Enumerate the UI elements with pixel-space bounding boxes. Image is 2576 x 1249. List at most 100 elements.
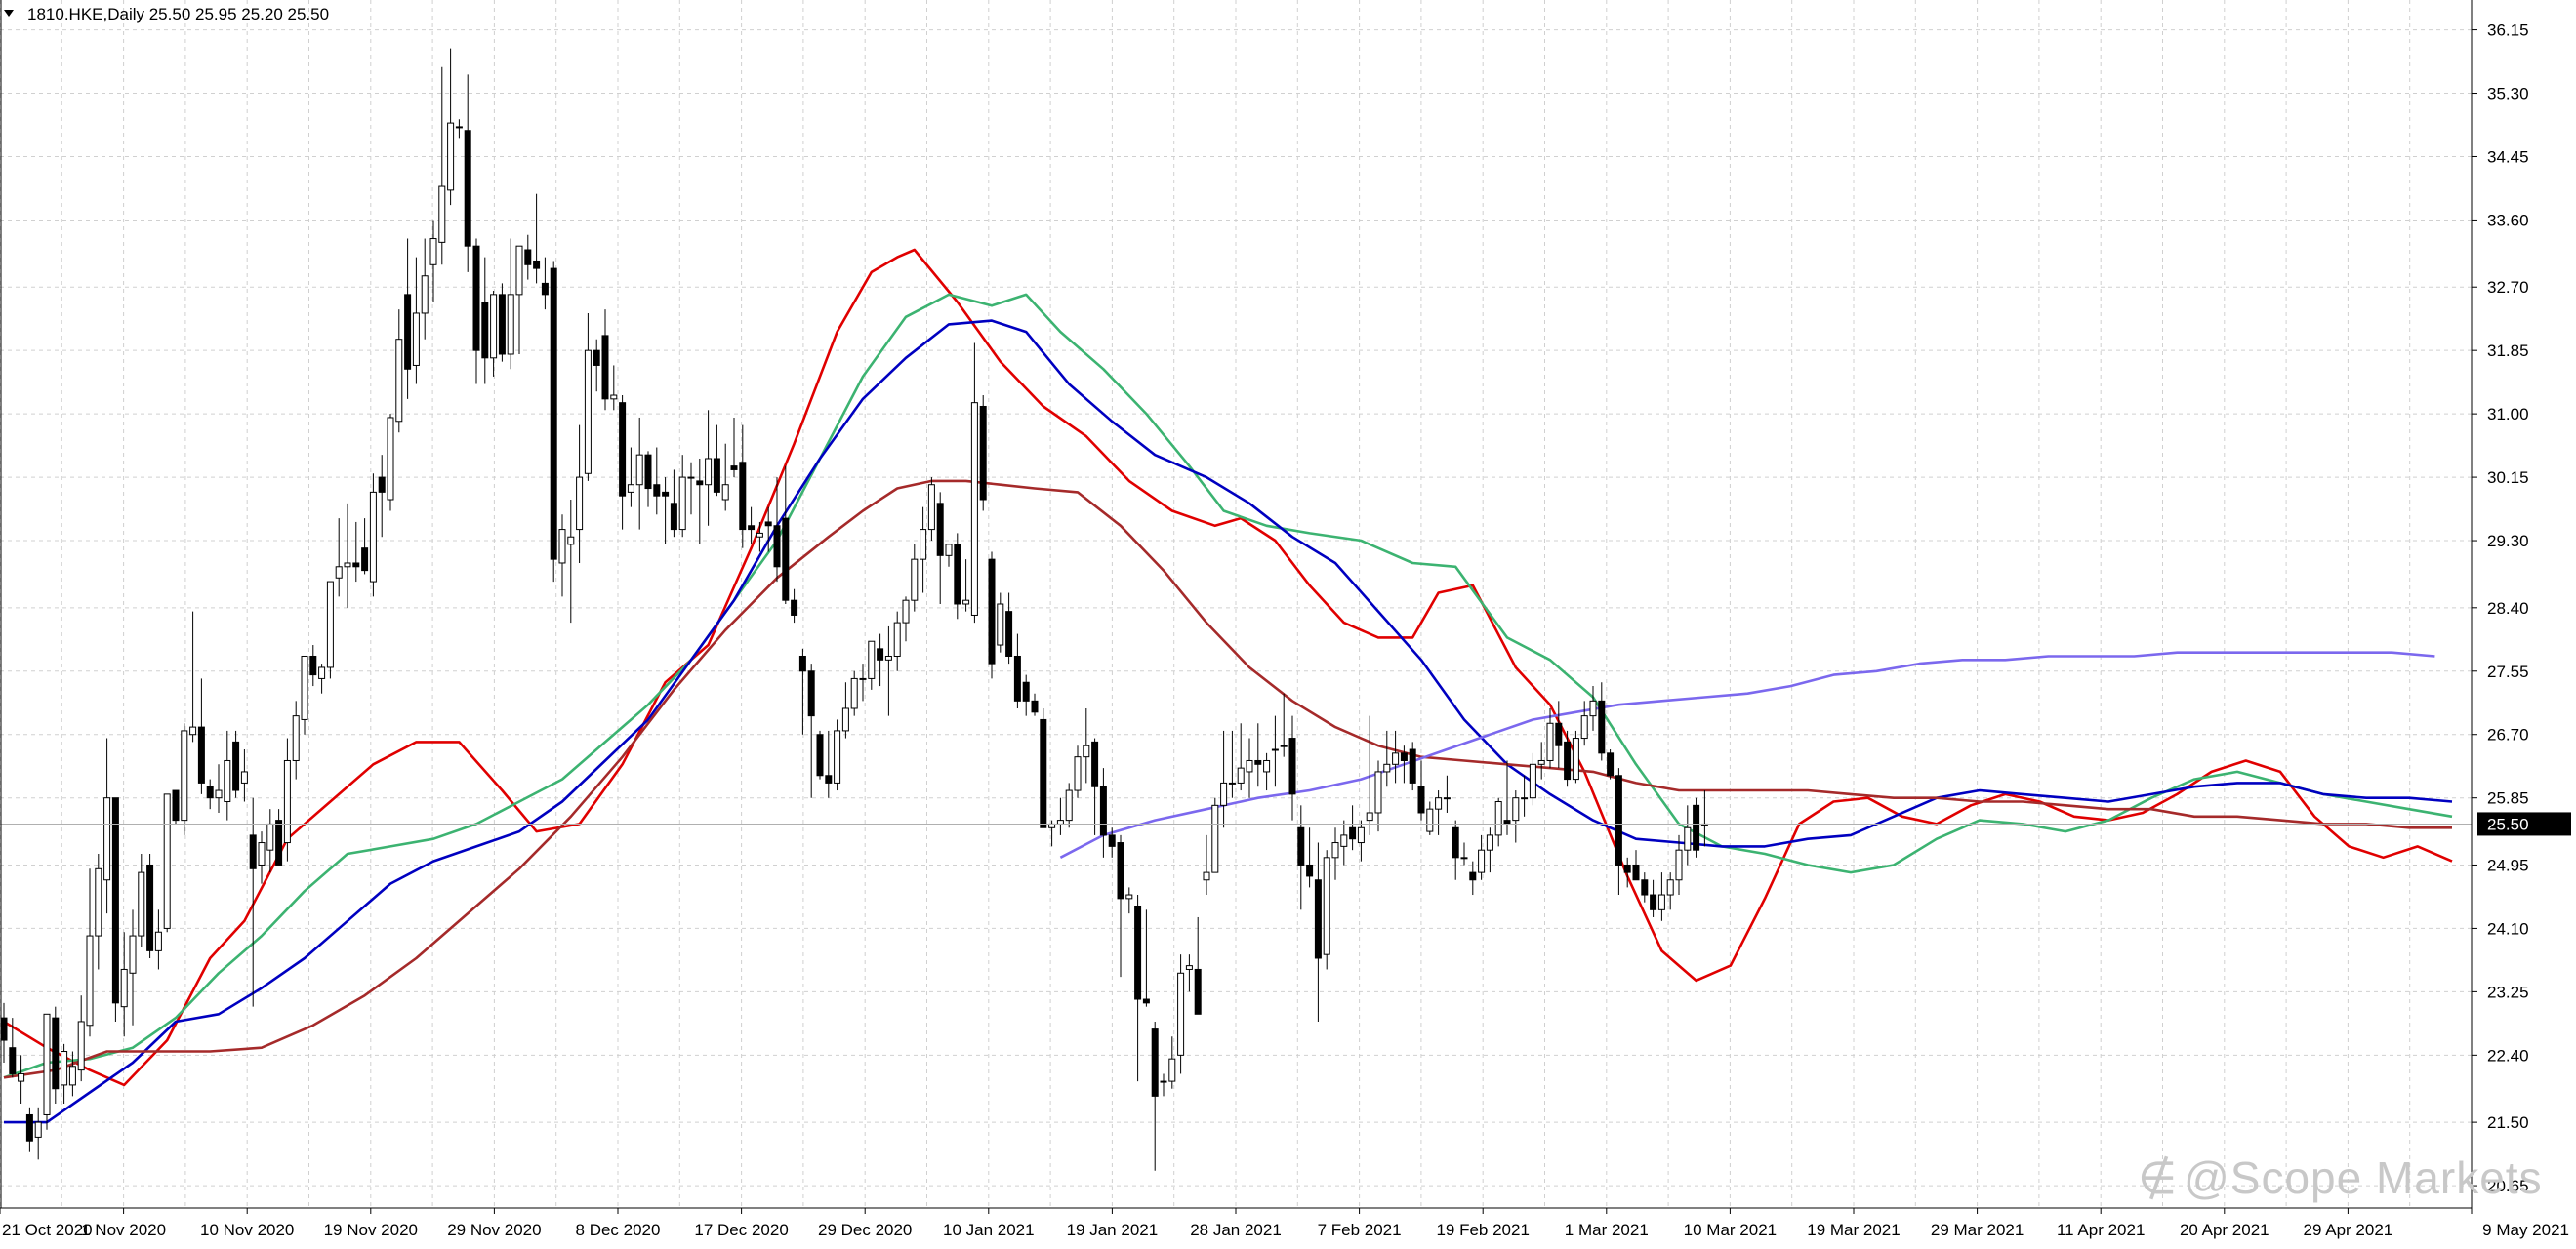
candle-up [1237, 723, 1245, 791]
candle-body [756, 532, 763, 538]
candle-up [412, 257, 420, 384]
candle-down [1297, 805, 1305, 910]
candle-down [1013, 633, 1021, 708]
candle-up [77, 995, 85, 1082]
candle-body [1650, 894, 1657, 910]
candle-body [18, 1072, 25, 1082]
ma-line-5 [1059, 651, 2435, 859]
collapse-triangle-icon[interactable] [4, 10, 14, 17]
candle-up [421, 238, 429, 340]
price-axis[interactable]: 36.15 35.30 34.45 33.60 32.70 31.85 31.00 30.15… [2472, 21, 2529, 1196]
candle-up [86, 868, 94, 1037]
candle-up [1521, 775, 1529, 817]
candle-body [1220, 782, 1228, 806]
candle-body [868, 640, 876, 679]
x-tick-label: 19 Mar 2021 [1807, 1221, 1900, 1239]
candle-body [447, 122, 455, 191]
candle-up [756, 521, 763, 552]
candle-body [730, 465, 738, 470]
candle-down [9, 1018, 17, 1078]
candle-body [705, 458, 713, 486]
candle-body [232, 741, 240, 791]
candle-up [1246, 738, 1253, 798]
candle-body [834, 730, 841, 784]
candle-body [748, 525, 756, 531]
candle-up [189, 611, 197, 743]
candle-body [1383, 763, 1391, 773]
candle-up [678, 455, 686, 538]
candle-body [1297, 826, 1305, 866]
candle-up [1168, 1036, 1176, 1089]
candle-up [292, 701, 300, 780]
candle-up [584, 312, 592, 481]
candle-up [1512, 790, 1520, 843]
candle-body [283, 759, 291, 844]
candle-down [472, 238, 480, 384]
candle-body [945, 544, 953, 556]
candle-body [541, 282, 549, 296]
candle-body [395, 339, 403, 423]
candle-body [1134, 906, 1142, 1000]
candle-up [447, 48, 455, 206]
candle-body [369, 491, 377, 583]
candle-down [1469, 861, 1477, 896]
candle-body [1435, 797, 1443, 810]
candle-body [189, 726, 197, 736]
candle-down [1288, 715, 1296, 821]
candle-up [1486, 827, 1493, 873]
candle-up [1478, 834, 1486, 880]
candle-body [404, 294, 412, 370]
candle-body [120, 968, 128, 1008]
watermark-text: @Scope Markets [2184, 1152, 2543, 1203]
candle-body [1589, 700, 1597, 717]
candle-down [1564, 730, 1572, 787]
candle-body [927, 484, 935, 531]
candle-body [515, 245, 523, 296]
candle-up [1675, 834, 1683, 896]
candle-up [1460, 842, 1468, 866]
price-tag-text: 25.50 [2487, 815, 2529, 833]
candle-down [1005, 592, 1013, 665]
candle-down [1134, 895, 1142, 1082]
candle-down [361, 518, 369, 575]
y-tick-label: 31.00 [2487, 405, 2529, 423]
candle-body [1623, 864, 1631, 873]
candle-up [1426, 801, 1434, 835]
candle-down [1632, 850, 1640, 881]
candle-down [954, 533, 961, 620]
candle-body [653, 484, 661, 497]
candle-down [1151, 1021, 1159, 1171]
candle-down [1091, 738, 1099, 835]
y-tick-label: 33.60 [2487, 211, 2529, 229]
candle-body [593, 349, 600, 366]
x-tick-label: 1 Mar 2021 [1565, 1221, 1649, 1239]
candle-body [1117, 842, 1124, 900]
candle-body [773, 525, 781, 568]
candle-body [979, 405, 987, 501]
candle-up [283, 738, 291, 862]
candle-up [1572, 730, 1579, 784]
candle-body [1142, 998, 1150, 1004]
candlesticks [0, 48, 1708, 1171]
candle-body [1005, 611, 1013, 657]
y-tick-label: 30.15 [2487, 468, 2529, 487]
candle-body [455, 126, 463, 129]
candle-up [387, 414, 394, 511]
y-tick-label: 21.50 [2487, 1113, 2529, 1132]
candle-up [344, 503, 351, 608]
candle-up [705, 410, 713, 526]
candle-down [1452, 820, 1459, 880]
candle-up [635, 417, 643, 530]
candle-body [1684, 826, 1692, 851]
candle-down [1650, 879, 1657, 917]
candle-down [1254, 723, 1262, 787]
candle-body [816, 734, 824, 777]
x-tick-label: 21 Oct 2020 [2, 1221, 93, 1239]
candle-up [1160, 1073, 1167, 1097]
candle-body [163, 793, 171, 929]
candle-body [1366, 812, 1373, 822]
candle-down [1400, 745, 1408, 784]
candle-up [1220, 730, 1228, 828]
